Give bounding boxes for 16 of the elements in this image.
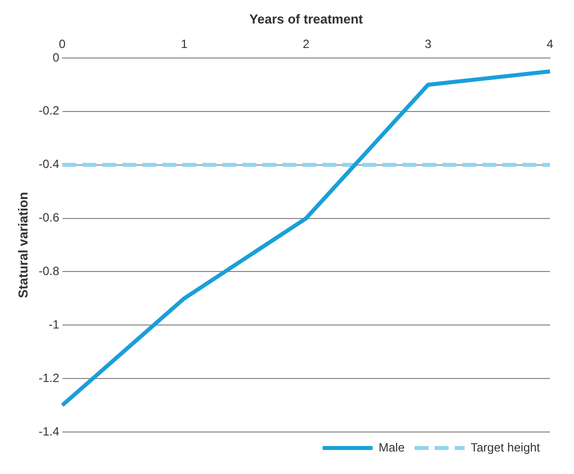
y-tick-label: -0.8: [38, 264, 60, 278]
x-axis-title: Years of treatment: [249, 11, 364, 26]
legend-label: Male: [378, 440, 405, 454]
y-tick-label: -0.4: [38, 157, 60, 172]
x-tick-label: 3: [424, 37, 432, 52]
x-tick-label: 4: [546, 37, 554, 52]
y-tick-label: -0.2: [38, 104, 60, 118]
x-tick-label: 2: [302, 37, 310, 52]
y-tick-label: -1.4: [38, 424, 60, 438]
y-tick-label: 0: [52, 50, 60, 64]
y-axis-title: Statural variation: [15, 192, 30, 298]
y-tick-label: -1.2: [38, 370, 60, 385]
x-tick-label: 1: [180, 37, 188, 52]
legend-label: Target height: [470, 440, 541, 454]
y-tick-label: -1: [48, 317, 60, 332]
y-tick-label: -0.6: [38, 210, 60, 225]
